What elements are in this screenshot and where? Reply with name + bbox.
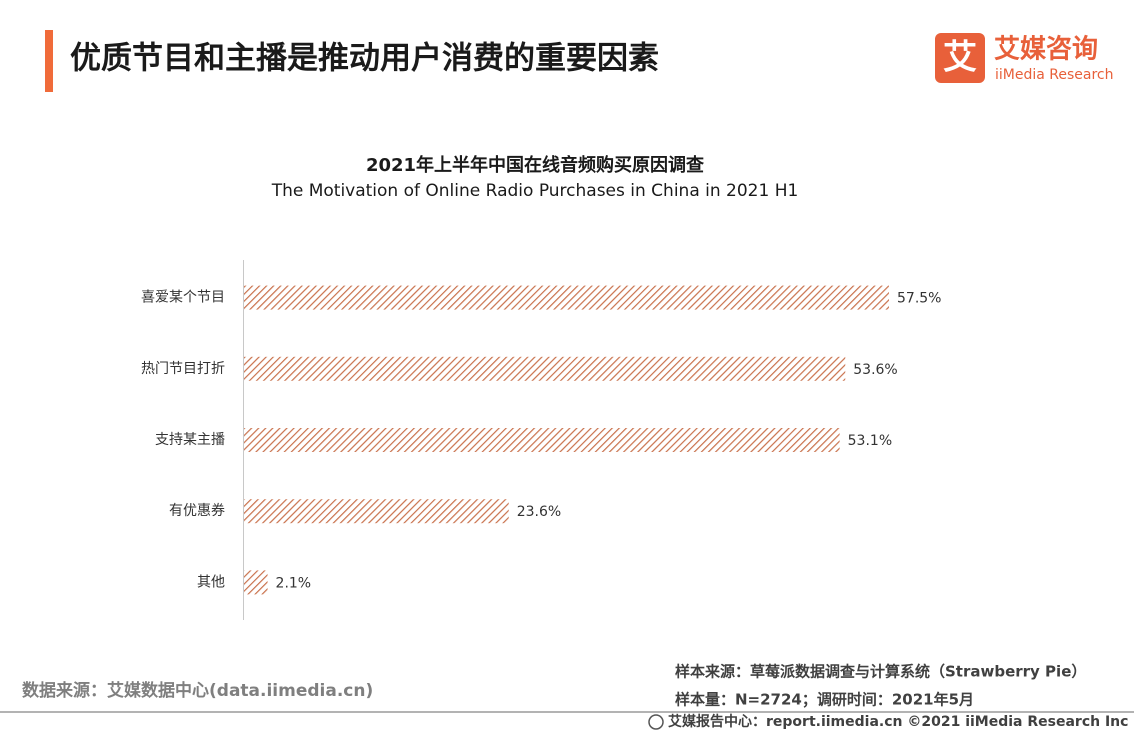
chart-title: 2021年上半年中国在线音频购买原因调查 — [366, 154, 704, 176]
bar — [244, 499, 509, 524]
copyright: 艾媒报告中心：report.iimedia.cn ©2021 iiMedia R… — [668, 713, 1128, 730]
data-source: 数据来源：艾媒数据中心(data.iimedia.cn) — [22, 680, 373, 701]
value-label: 23.6% — [517, 504, 561, 520]
globe-icon — [648, 714, 664, 730]
page-title: 优质节目和主播是推动用户消费的重要因素 — [70, 41, 659, 77]
title-accent — [45, 30, 53, 92]
logo-icon: 艾 — [943, 38, 977, 78]
value-label: 53.6% — [853, 362, 897, 378]
logo-icon-bg — [935, 33, 985, 83]
category-label: 其他 — [197, 574, 225, 590]
sample-source: 样本来源：草莓派数据调查与计算系统（Strawberry Pie） — [675, 663, 1086, 681]
sample-size: 样本量：N=2724；调研时间：2021年5月 — [675, 691, 974, 709]
bar — [244, 428, 840, 452]
logo-name: 艾媒咨询 — [994, 34, 1098, 65]
value-label: 53.1% — [848, 433, 892, 449]
value-label: 57.5% — [897, 291, 941, 307]
category-label: 热门节目打折 — [141, 360, 225, 377]
logo-name-en: iiMedia Research — [995, 67, 1114, 83]
category-label: 有优惠券 — [169, 503, 225, 519]
category-label: 喜爱某个节目 — [141, 290, 225, 306]
category-label: 支持某主播 — [155, 432, 225, 448]
bars: 喜爱某个节目 57.5% 热门节目打折 53.6% 支持某主播 53.1% 有优惠券 23.6… — [141, 285, 941, 595]
bar — [244, 570, 268, 595]
bar — [244, 285, 889, 310]
bar — [244, 356, 846, 381]
chart-subtitle: The Motivation of Online Radio Purchases… — [271, 181, 799, 201]
value-label: 2.1% — [276, 575, 312, 591]
